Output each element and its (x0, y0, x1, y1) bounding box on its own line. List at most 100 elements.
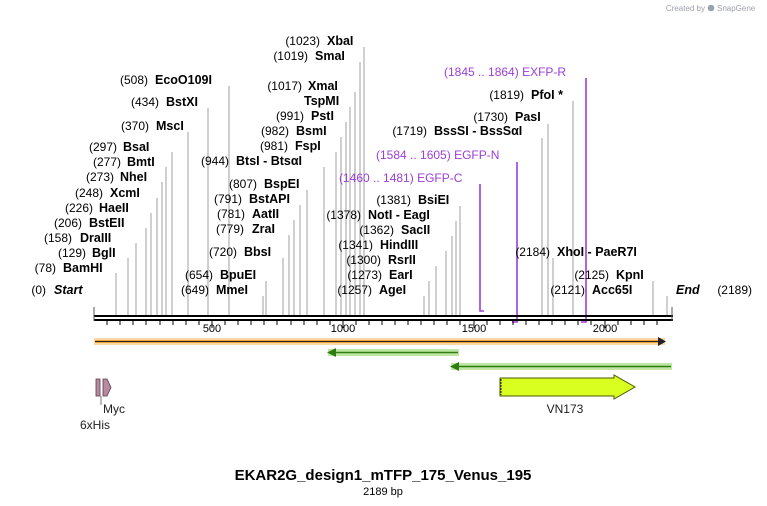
site-pos: (226) (65, 201, 93, 215)
site-name-rsrii: RsrII (388, 253, 416, 267)
site-name-bbsi: BbsI (244, 245, 271, 259)
brand-text: SnapGene (717, 4, 756, 13)
site-name-hindiii: HindIII (380, 238, 418, 252)
site-name-xcmi: XcmI (110, 186, 140, 200)
site-name-xmai: XmaI (308, 79, 338, 93)
credit-text: Created by (666, 4, 705, 13)
site-pos: (508) (120, 73, 148, 87)
primer-bar-1 (327, 348, 459, 357)
site-pos: (1300) (346, 253, 381, 267)
sequence-backbone (93, 307, 673, 321)
site-pos: (654) (185, 268, 213, 282)
site-pos: (248) (75, 186, 103, 200)
site-pos: (1257) (337, 283, 372, 297)
site-name-bsteii: BstEII (89, 216, 124, 230)
scale-ticks (106, 321, 658, 328)
site-pos: (944) (201, 154, 229, 168)
site-name-bsiei: BsiEI (418, 193, 449, 207)
vn173-label: VN173 (547, 402, 584, 416)
site-name-xbai: XbaI (327, 34, 353, 48)
start-position: (0) (31, 283, 46, 297)
site-pos: (781) (217, 207, 245, 221)
tick-label-500: 500 (203, 323, 221, 335)
site-name-bsmi: BsmI (296, 124, 327, 138)
site-pos: (2121) (550, 283, 585, 297)
tick-label-1000: 1000 (331, 323, 355, 335)
site-pos: (779) (216, 222, 244, 236)
vn173-feature (499, 374, 637, 400)
site-name-pasi: PasI (515, 110, 541, 124)
site-pos: (981) (260, 139, 288, 153)
site-name-haeii: HaeII (99, 201, 129, 215)
site-name-bspei: BspEI (264, 177, 299, 191)
site-pos: (1381) (376, 193, 411, 207)
site-name-eari: EarI (389, 268, 413, 282)
site-name-bgli: BglI (92, 246, 116, 260)
end-position: (2189) (717, 283, 752, 297)
site-leader-lines (115, 47, 668, 315)
tick-label-1500: 1500 (462, 323, 486, 335)
site-name-ecoo109i: EcoO109I (155, 73, 212, 87)
site-name-aatii: AatII (252, 207, 279, 221)
snapgene-logo (707, 4, 715, 12)
primer-marker-egfp-c (479, 184, 484, 312)
site-name-draiii: DraIII (80, 231, 111, 245)
site-pos: (807) (229, 177, 257, 191)
site-name-sacii: SacII (401, 223, 430, 237)
site-pos: (1730) (473, 110, 508, 124)
site-name-fspi: FspI (295, 139, 321, 153)
site-pos: (1378) (326, 208, 361, 222)
site-name-agei: AgeI (379, 283, 406, 297)
site-pos: (649) (181, 283, 209, 297)
site-pos: (2184) (515, 245, 550, 259)
site-name-bsssi: BssSI - BssSαI (434, 124, 522, 138)
site-name-bamhi: BamHI (63, 261, 103, 275)
site-name-psti: PstI (311, 109, 334, 123)
site-name-xhoi: XhoI - PaeR7I (557, 245, 637, 259)
site-pos: (1017) (267, 79, 302, 93)
primer-marker-exfp-r (581, 78, 587, 323)
site-pos: (1019) (273, 49, 308, 63)
scale-labels: 500 1000 1500 2000 (203, 323, 617, 335)
site-pos: (720) (209, 245, 237, 259)
tick-label-2000: 2000 (593, 323, 617, 335)
primer-bar-2 (450, 362, 672, 371)
site-name-bsai: BsaI (123, 140, 149, 154)
end-label: End (676, 283, 700, 297)
map-title: EKAR2G_design1_mTFP_175_Venus_195 (235, 467, 532, 484)
primer-label-egfp-c: (1460 .. 1481) EGFP-C (339, 171, 463, 185)
site-pos: (370) (121, 119, 149, 133)
start-label: Start (54, 283, 83, 297)
site-pos: (1273) (347, 268, 382, 282)
primer-labels: (1460 .. 1481) EGFP-C (1584 .. 1605) EGF… (339, 65, 566, 185)
site-pos: (791) (214, 192, 242, 206)
site-name-smai: SmaI (315, 49, 345, 63)
site-pos: (982) (261, 124, 289, 138)
site-pos: (297) (89, 140, 117, 154)
site-name-bstapi: BstAPI (249, 192, 290, 206)
site-name-bstxi: BstXI (166, 95, 198, 109)
map-length: 2189 bp (363, 486, 403, 498)
site-pos: (1719) (392, 124, 427, 138)
primer-label-egfp-n: (1584 .. 1605) EGFP-N (376, 148, 499, 162)
site-name-zrai: ZraI (252, 222, 275, 236)
6xhis-label: 6xHis (80, 418, 110, 432)
primer-label-exfp-r: (1845 .. 1864) EXFP-R (444, 65, 566, 79)
site-name-bmti: BmtI (127, 155, 155, 169)
site-pos: (158) (44, 231, 72, 245)
tag-features (95, 378, 112, 405)
orf-arrow (94, 337, 666, 346)
site-pos: (129) (58, 246, 86, 260)
myc-label: Myc (103, 402, 125, 416)
site-name-btsi: BtsI - BtsαI (236, 154, 302, 168)
site-pos: (2125) (574, 268, 609, 282)
primer-markers (479, 78, 587, 323)
site-name-bpuei: BpuEI (220, 268, 256, 282)
site-pos: (991) (276, 109, 304, 123)
site-name-mmei: MmeI (216, 283, 248, 297)
site-name-msci: MscI (156, 119, 184, 133)
site-pos: (277) (93, 155, 121, 169)
site-name-acc65i: Acc65I (592, 283, 632, 297)
primer-marker-egfp-n (512, 162, 518, 323)
